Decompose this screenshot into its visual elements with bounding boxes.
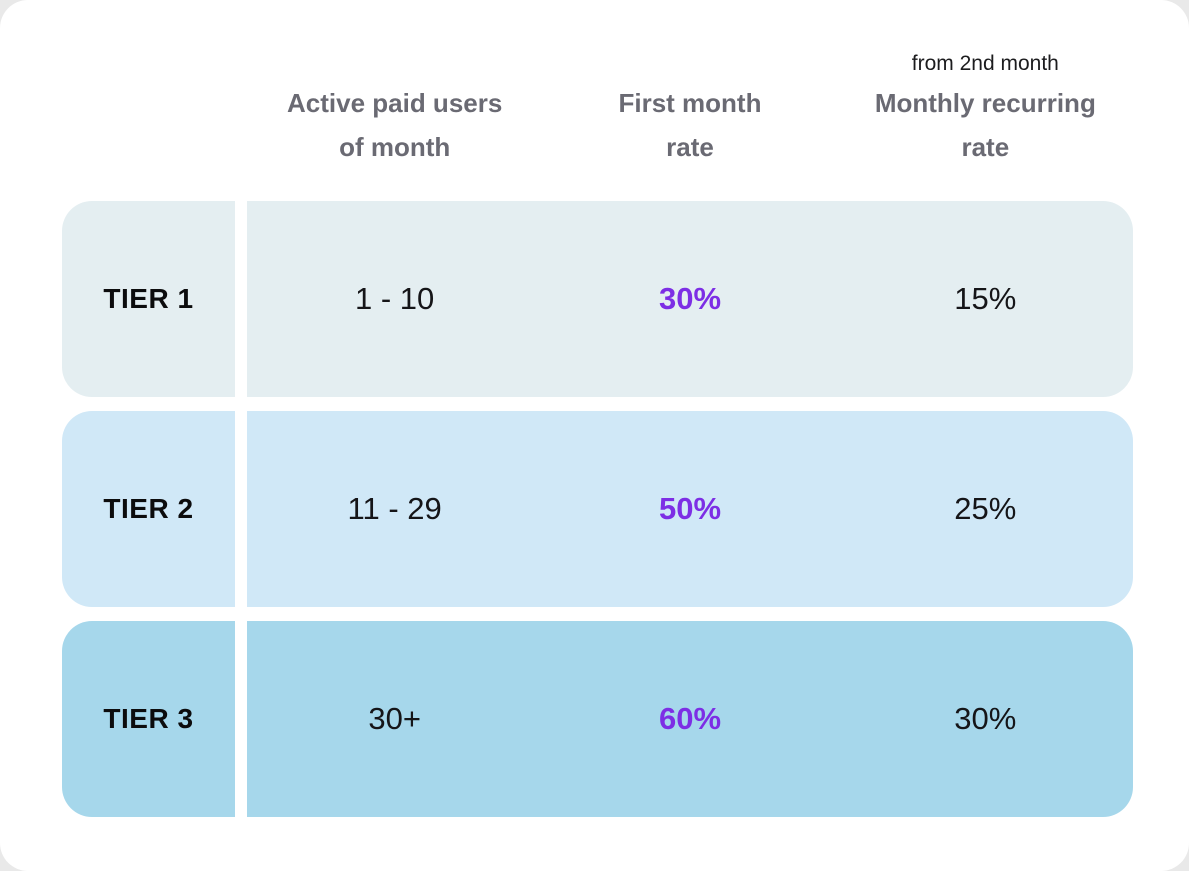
tier-1-label-cell: TIER 1 (62, 201, 235, 397)
column-header-first-month: First month rate (542, 81, 837, 169)
tier-3-label: TIER 3 (103, 703, 194, 734)
column-header-recurring: from 2nd month Monthly recurring rate (838, 49, 1133, 169)
tier-2-first-month-rate-value: 50% (658, 491, 722, 526)
tier-1-users-value: 1 - 10 (355, 281, 435, 316)
tier-1-first-month-rate-value: 30% (658, 281, 722, 316)
recurring-column-label: Monthly recurring rate (874, 88, 1096, 162)
tier-3-users-value: 30+ (368, 701, 421, 736)
tier-2-recurring-rate-value: 25% (954, 491, 1017, 526)
tier-1-values-cell: 1 - 10 30% 15% (247, 201, 1133, 397)
tier-row-2: TIER 2 11 - 29 50% 25% (62, 411, 1133, 607)
tier-2-users-value: 11 - 29 (347, 491, 442, 526)
tier-row-1: TIER 1 1 - 10 30% 15% (62, 201, 1133, 397)
tier-2-values-cell: 11 - 29 50% 25% (247, 411, 1133, 607)
tier-3-recurring-rate-value: 30% (954, 701, 1017, 736)
table-header-row: Active paid users of month First month r… (247, 0, 1133, 201)
column-header-users: Active paid users of month (247, 81, 542, 169)
recurring-column-note: from 2nd month (911, 52, 1059, 75)
pricing-table-body: TIER 1 1 - 10 30% 15% TIER 2 11 - 29 50%… (62, 201, 1133, 817)
tier-2-label-cell: TIER 2 (62, 411, 235, 607)
tier-2-label: TIER 2 (103, 493, 194, 524)
tier-3-first-month-rate-value: 60% (658, 701, 722, 736)
tier-1-recurring-rate-value: 15% (954, 281, 1017, 316)
tier-row-3: TIER 3 30+ 60% 30% (62, 621, 1133, 817)
first-month-column-label: First month rate (618, 88, 762, 162)
users-column-label: Active paid users of month (287, 88, 503, 162)
tier-3-label-cell: TIER 3 (62, 621, 235, 817)
tier-1-label: TIER 1 (103, 283, 194, 314)
tier-3-values-cell: 30+ 60% 30% (247, 621, 1133, 817)
